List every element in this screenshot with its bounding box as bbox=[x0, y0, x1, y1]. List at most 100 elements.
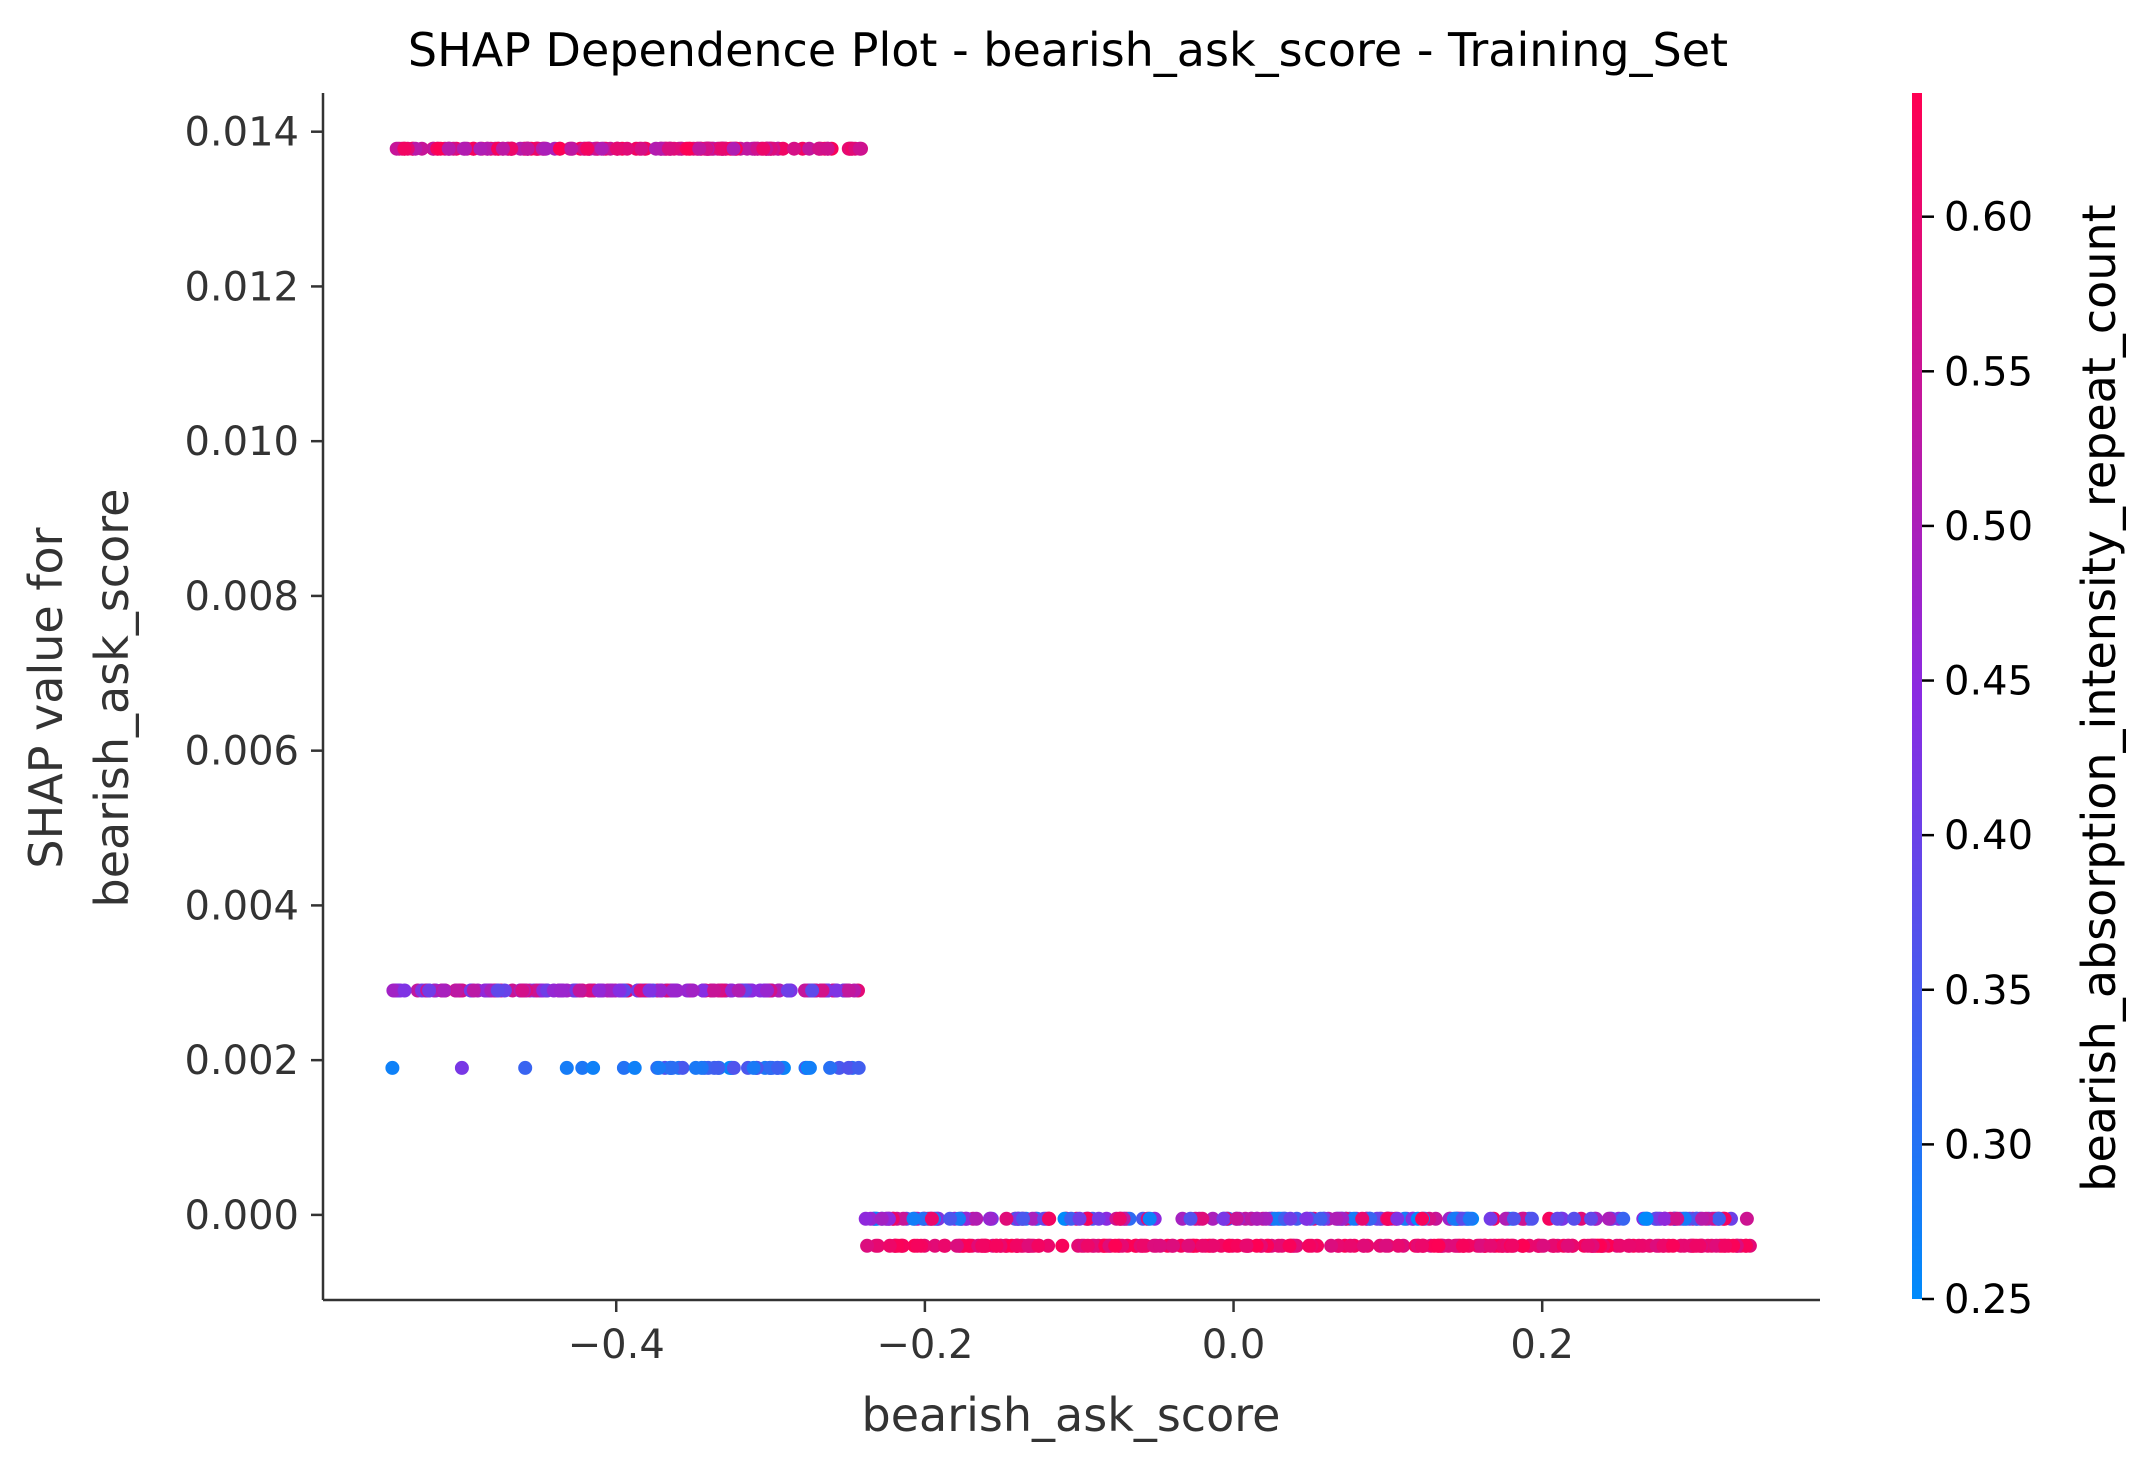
data-point bbox=[1009, 1238, 1024, 1253]
data-point bbox=[802, 1060, 817, 1075]
data-point bbox=[1136, 1238, 1151, 1253]
y-tick-label: 0.008 bbox=[184, 574, 299, 620]
data-point bbox=[1431, 1238, 1446, 1253]
data-point bbox=[572, 983, 587, 998]
data-point bbox=[1016, 1211, 1030, 1226]
data-point bbox=[1055, 1238, 1070, 1253]
data-point bbox=[1091, 1211, 1106, 1226]
data-point bbox=[1205, 1211, 1220, 1226]
data-point bbox=[983, 1211, 998, 1226]
data-point bbox=[1718, 1238, 1733, 1253]
data-point bbox=[1524, 1211, 1539, 1226]
data-point bbox=[1483, 1238, 1498, 1253]
data-point bbox=[1462, 1211, 1477, 1226]
data-point bbox=[1695, 1211, 1710, 1226]
data-point bbox=[1567, 1211, 1581, 1226]
data-point bbox=[1670, 1211, 1685, 1226]
chart-title: SHAP Dependence Plot - bearish_ask_score… bbox=[408, 23, 1728, 77]
data-point bbox=[1739, 1211, 1754, 1226]
data-point bbox=[1343, 1238, 1358, 1253]
data-point bbox=[1666, 1238, 1680, 1253]
data-point bbox=[805, 983, 820, 998]
y-axis-ticks: 0.000 0.002 0.004 0.006 0.008 0.010 0.012 0.014 bbox=[184, 110, 323, 1239]
data-point bbox=[1584, 1211, 1598, 1226]
y-axis-label-line-2: bearish_ask_score bbox=[85, 489, 139, 908]
data-point bbox=[949, 1238, 964, 1253]
data-point bbox=[397, 983, 412, 998]
data-point bbox=[1216, 1211, 1231, 1226]
data-point bbox=[612, 983, 627, 998]
data-point bbox=[651, 1060, 666, 1075]
data-point bbox=[731, 983, 746, 998]
colorbar-tick-label: 0.45 bbox=[1944, 659, 2033, 705]
data-point bbox=[1025, 1211, 1040, 1226]
x-tick-label: −0.4 bbox=[568, 1322, 665, 1368]
data-point bbox=[823, 1060, 838, 1075]
data-point bbox=[594, 141, 609, 156]
x-tick-label: 0.2 bbox=[1510, 1322, 1574, 1368]
data-point bbox=[1506, 1211, 1521, 1226]
data-point bbox=[1021, 1238, 1036, 1253]
data-point bbox=[860, 1238, 875, 1253]
data-point bbox=[1195, 1238, 1210, 1253]
data-point bbox=[787, 141, 802, 156]
data-point bbox=[1206, 1238, 1221, 1253]
data-point bbox=[696, 983, 711, 998]
colorbar-tick-label: 0.30 bbox=[1944, 1122, 2033, 1168]
data-point bbox=[1601, 1211, 1616, 1226]
colorbar-tick-label: 0.35 bbox=[1944, 968, 2033, 1014]
data-point bbox=[1181, 1238, 1196, 1253]
data-point bbox=[1415, 1211, 1430, 1226]
data-point bbox=[1536, 1238, 1551, 1253]
data-point bbox=[520, 141, 535, 156]
y-tick-label: 0.000 bbox=[184, 1193, 299, 1239]
data-point bbox=[552, 141, 567, 156]
data-point bbox=[841, 1060, 856, 1075]
colorbar-label: bearish_absorption_intensity_repeat_coun… bbox=[2072, 204, 2126, 1191]
data-point bbox=[385, 1060, 400, 1075]
data-point bbox=[1080, 1238, 1095, 1253]
data-point bbox=[726, 141, 741, 156]
data-point bbox=[397, 141, 412, 156]
data-point bbox=[1329, 1211, 1344, 1226]
data-point bbox=[1229, 1211, 1244, 1226]
data-point bbox=[685, 983, 700, 998]
data-point bbox=[591, 983, 606, 998]
data-point bbox=[776, 141, 790, 156]
data-point bbox=[1299, 1211, 1314, 1226]
data-point bbox=[515, 983, 530, 998]
data-point bbox=[1580, 1238, 1595, 1253]
data-point bbox=[906, 1211, 921, 1226]
data-point bbox=[653, 983, 668, 998]
data-point bbox=[575, 1060, 590, 1075]
data-point bbox=[681, 141, 696, 156]
data-point bbox=[518, 1060, 533, 1075]
y-axis-label-line-1: SHAP value for bbox=[19, 527, 73, 868]
data-point bbox=[841, 983, 856, 998]
y-tick-label: 0.006 bbox=[184, 729, 299, 775]
data-point bbox=[437, 983, 452, 998]
y-tick-label: 0.010 bbox=[184, 419, 299, 465]
data-point bbox=[851, 1060, 866, 1075]
data-point bbox=[999, 1211, 1014, 1226]
data-point bbox=[829, 983, 844, 998]
data-point bbox=[943, 1211, 957, 1226]
data-point bbox=[386, 983, 401, 998]
data-point bbox=[1283, 1211, 1298, 1226]
data-point bbox=[642, 983, 657, 998]
data-point bbox=[780, 983, 795, 998]
data-point bbox=[661, 141, 676, 156]
data-point bbox=[871, 1238, 885, 1253]
data-point bbox=[422, 983, 437, 998]
data-point bbox=[1516, 1238, 1531, 1253]
colorbar-tick-label: 0.40 bbox=[1944, 813, 2033, 859]
colorbar bbox=[1912, 93, 1922, 1299]
data-point bbox=[1657, 1211, 1672, 1226]
y-tick-label: 0.002 bbox=[184, 1038, 299, 1084]
data-point bbox=[1390, 1211, 1405, 1226]
data-point bbox=[1195, 1211, 1210, 1226]
data-point bbox=[710, 1060, 725, 1075]
data-point bbox=[620, 141, 635, 156]
data-point bbox=[938, 1238, 952, 1253]
